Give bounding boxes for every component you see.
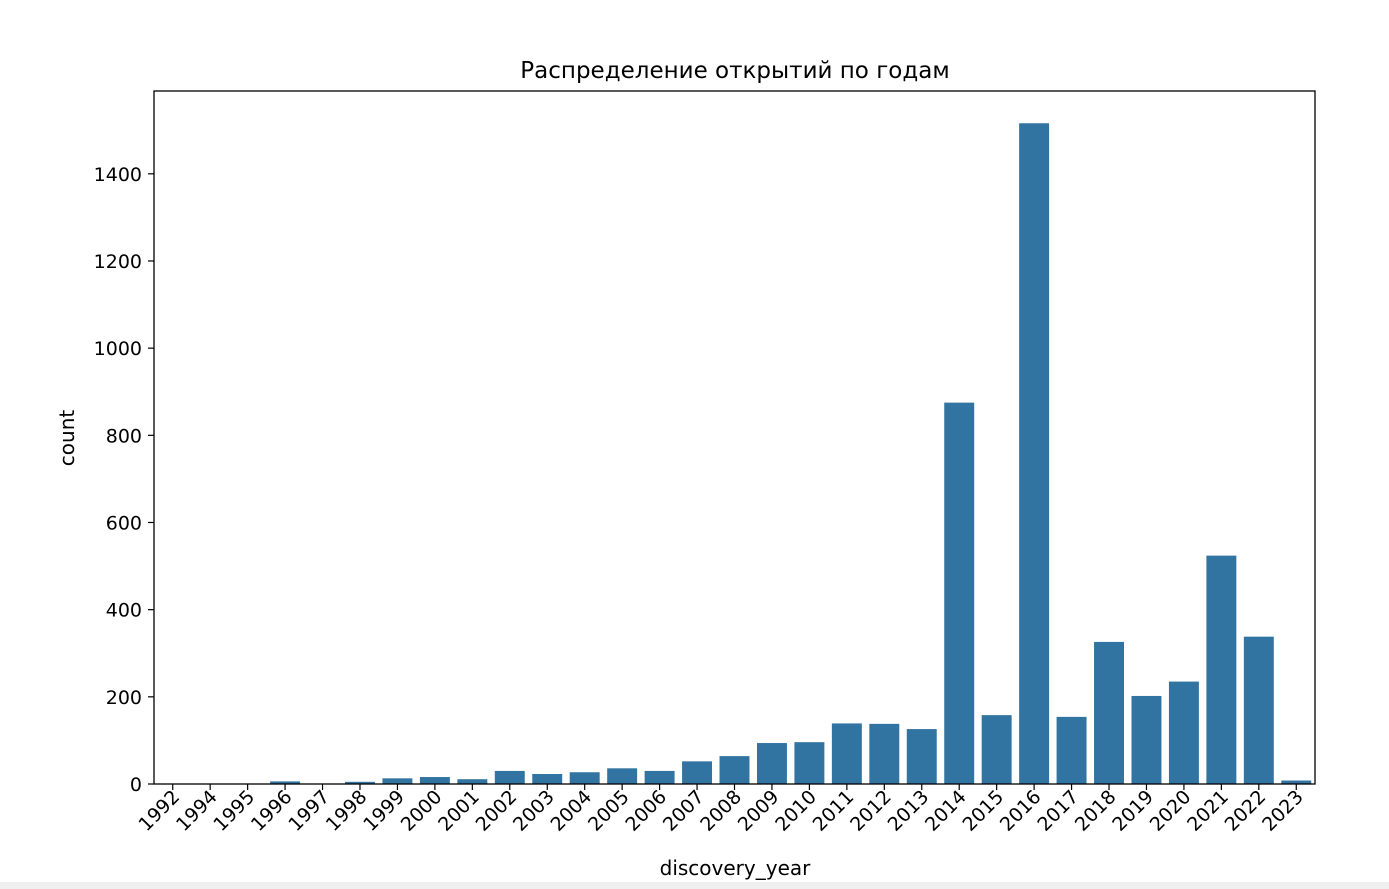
chart-title: Распределение открытий по годам	[520, 58, 949, 84]
x-tick-label-2007: 2007	[659, 786, 709, 836]
y-axis: 0 200 400 600 800 1000 1200 1400	[94, 164, 154, 796]
x-tick-label-2015: 2015	[958, 786, 1008, 836]
x-tick-label-2021: 2021	[1183, 786, 1233, 836]
y-axis-label: count	[55, 410, 79, 467]
x-tick-label-2018: 2018	[1071, 786, 1121, 836]
y-tick-label-1400: 1400	[94, 164, 142, 186]
bar-2003	[532, 773, 563, 784]
bar-2007	[682, 761, 713, 784]
x-tick-label-2022: 2022	[1221, 786, 1271, 836]
x-tick-label-2013: 2013	[884, 786, 934, 836]
x-tick-label-2000: 2000	[397, 786, 447, 836]
x-tick-label-2011: 2011	[809, 786, 859, 836]
x-tick-label-2008: 2008	[696, 786, 746, 836]
bar-2000	[419, 777, 450, 784]
bar-2002	[494, 770, 525, 784]
x-tick-label-1997: 1997	[284, 786, 334, 836]
y-tick-label-200: 200	[106, 687, 142, 709]
x-tick-label-2002: 2002	[472, 786, 522, 836]
bar-2013	[906, 729, 937, 784]
bar-2004	[569, 772, 600, 784]
x-axis: 1992199419951996199719981999200020012002…	[135, 784, 1308, 836]
bar-2023	[1281, 780, 1312, 784]
x-tick-label-2005: 2005	[584, 786, 634, 836]
x-tick-label-1998: 1998	[322, 786, 372, 836]
y-tick-label-0: 0	[130, 774, 142, 796]
bar-1996	[270, 781, 301, 784]
bar-2020	[1168, 681, 1199, 784]
bar-2010	[794, 742, 825, 784]
bar-2011	[831, 723, 862, 784]
x-tick-label-2023: 2023	[1258, 786, 1308, 836]
bars-layer	[157, 123, 1312, 784]
bar-1998	[345, 781, 375, 784]
y-tick-label-1200: 1200	[94, 251, 142, 273]
x-tick-label-2003: 2003	[509, 786, 559, 836]
bar-2018	[1094, 641, 1124, 784]
x-tick-label-2006: 2006	[621, 786, 671, 836]
x-tick-label-2010: 2010	[771, 786, 821, 836]
x-tick-label-2001: 2001	[434, 786, 484, 836]
x-tick-label-2017: 2017	[1033, 786, 1083, 836]
bar-2006	[644, 770, 675, 784]
bar-2014	[944, 402, 975, 784]
x-tick-label-2020: 2020	[1146, 786, 1196, 836]
x-tick-label-1996: 1996	[247, 786, 297, 836]
x-tick-label-2019: 2019	[1108, 786, 1158, 836]
bar-2005	[607, 768, 638, 784]
x-tick-label-1994: 1994	[172, 786, 222, 836]
x-tick-label-2016: 2016	[996, 786, 1046, 836]
plot-frame	[153, 90, 1316, 785]
x-tick-label-2004: 2004	[546, 786, 596, 836]
y-tick-label-800: 800	[106, 425, 142, 447]
bar-2008	[719, 756, 750, 784]
x-tick-label-1999: 1999	[359, 786, 409, 836]
bar-2017	[1056, 716, 1087, 784]
x-tick-label-1995: 1995	[209, 786, 259, 836]
window-bottom-strip	[0, 882, 1389, 889]
x-tick-label-2014: 2014	[921, 786, 971, 836]
x-tick-label-2009: 2009	[734, 786, 784, 836]
x-axis-label: discovery_year	[660, 856, 812, 880]
bar-2009	[756, 743, 787, 784]
y-tick-label-1000: 1000	[94, 338, 142, 360]
bar-2016	[1019, 123, 1050, 784]
y-tick-label-600: 600	[106, 512, 142, 534]
bar-2022	[1243, 636, 1274, 784]
bar-2019	[1131, 695, 1162, 784]
bar-2021	[1206, 555, 1237, 784]
bar-2001	[457, 779, 488, 784]
bar-2012	[869, 723, 900, 784]
bar-1999	[382, 778, 413, 784]
y-tick-label-400: 400	[106, 600, 142, 622]
bar-2015	[981, 715, 1012, 784]
x-tick-label-2012: 2012	[846, 786, 896, 836]
